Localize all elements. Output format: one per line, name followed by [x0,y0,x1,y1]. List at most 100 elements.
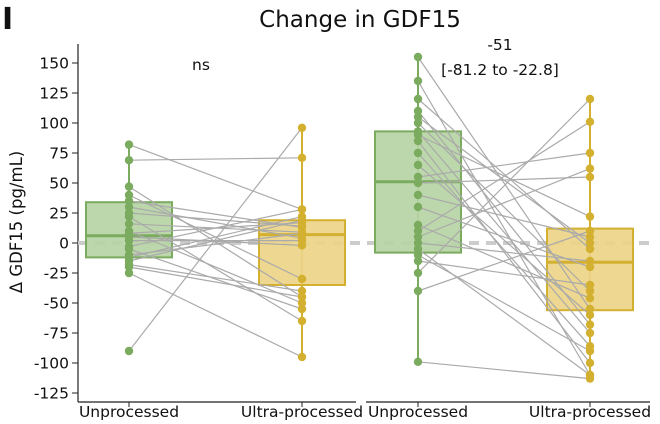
pair-line [128,222,303,234]
data-point-ultra-processed [297,205,307,214]
pair-line [128,230,303,304]
data-point-ultra-processed [297,236,307,245]
data-point-ultra-processed [297,304,307,314]
data-point-ultra-processed [585,358,595,368]
data-point-unprocessed [124,196,134,206]
pair-line [417,122,591,292]
pair-line [417,168,591,238]
data-point-unprocessed [124,268,134,278]
data-point-unprocessed [413,136,423,146]
data-point-ultra-processed [297,292,307,302]
data-point-unprocessed [413,76,423,86]
data-point-unprocessed [413,256,423,266]
y-tick-label: 0 [59,235,69,253]
pair-line [417,361,591,380]
pair-line [417,152,591,178]
data-point-unprocessed [413,268,423,278]
data-point-unprocessed [413,238,423,248]
panel-annotation: -51 [487,36,512,54]
pair-line [417,260,591,286]
data-point-ultra-processed [297,212,307,221]
data-point-unprocessed [124,156,134,165]
y-tick-label: -50 [44,295,69,313]
pair-line [128,266,303,298]
pair-line [128,219,303,262]
data-point-unprocessed [413,94,423,104]
data-point-unprocessed [413,244,423,254]
pair-line [417,56,591,310]
data-point-unprocessed [413,250,423,260]
data-point-unprocessed [124,140,134,149]
y-tick-label: 25 [49,205,69,223]
data-point-ultra-processed [585,320,595,329]
pair-line [128,157,303,161]
pair-line [417,248,591,376]
data-point-unprocessed [413,202,423,212]
pair-line [128,272,303,358]
data-point-ultra-processed [585,280,595,290]
pair-line [128,127,303,352]
pair-line [417,110,591,325]
data-point-ultra-processed [585,148,595,158]
pair-line [128,232,303,256]
pair-line [417,152,591,347]
pair-line [417,131,591,334]
data-point-ultra-processed [585,117,595,127]
data-point-ultra-processed [585,328,595,338]
data-point-unprocessed [413,220,423,230]
y-tick-label: 150 [39,55,69,73]
data-point-unprocessed [413,118,423,128]
data-point-ultra-processed [585,212,595,221]
pair-line [417,230,591,292]
pair-line [417,206,591,268]
data-point-unprocessed [413,190,423,200]
data-point-unprocessed [124,236,134,245]
data-point-ultra-processed [297,229,307,238]
data-point-ultra-processed [585,256,595,266]
pair-line [128,144,303,210]
data-point-unprocessed [413,160,423,170]
data-point-unprocessed [124,253,134,262]
data-point-ultra-processed [585,374,595,383]
data-point-ultra-processed [585,286,595,296]
data-point-unprocessed [413,286,423,296]
pair-line [417,242,591,262]
y-tick-label: 100 [39,115,69,133]
data-point-unprocessed [413,226,423,236]
x-tick-label: Ultra-processed [529,403,651,421]
data-point-ultra-processed [585,226,595,236]
pair-line [417,121,591,232]
x-tick-label: Ultra-processed [241,403,363,421]
data-point-unprocessed [124,219,134,228]
data-point-ultra-processed [585,304,595,314]
data-point-ultra-processed [297,153,307,162]
data-point-unprocessed [413,148,423,158]
data-point-ultra-processed [585,164,595,173]
data-point-unprocessed [413,232,423,242]
pair-line [128,264,303,292]
pair-line [417,164,591,316]
data-point-unprocessed [413,112,423,122]
data-point-ultra-processed [297,298,307,308]
data-point-ultra-processed [297,316,307,326]
pair-line [128,216,303,322]
data-point-unprocessed [124,229,134,238]
data-point-unprocessed [124,346,134,356]
data-point-unprocessed [413,52,423,62]
data-point-unprocessed [413,357,423,366]
data-point-ultra-processed [585,172,595,182]
panel-annotation: [-81.2 to -22.8] [441,61,559,79]
data-point-ultra-processed [585,238,595,248]
y-axis-label: Δ GDF15 (pg/mL) [7,151,26,293]
data-point-ultra-processed [297,218,307,227]
data-point-unprocessed [413,178,423,188]
data-point-unprocessed [124,260,134,269]
y-tick-label: -75 [44,325,69,343]
pair-line [417,194,591,238]
data-point-unprocessed [413,172,423,182]
pair-line [417,98,591,250]
panel-annotation: ns [192,56,210,74]
panel-label: I [2,2,13,37]
x-tick-label: Unprocessed [368,403,468,421]
